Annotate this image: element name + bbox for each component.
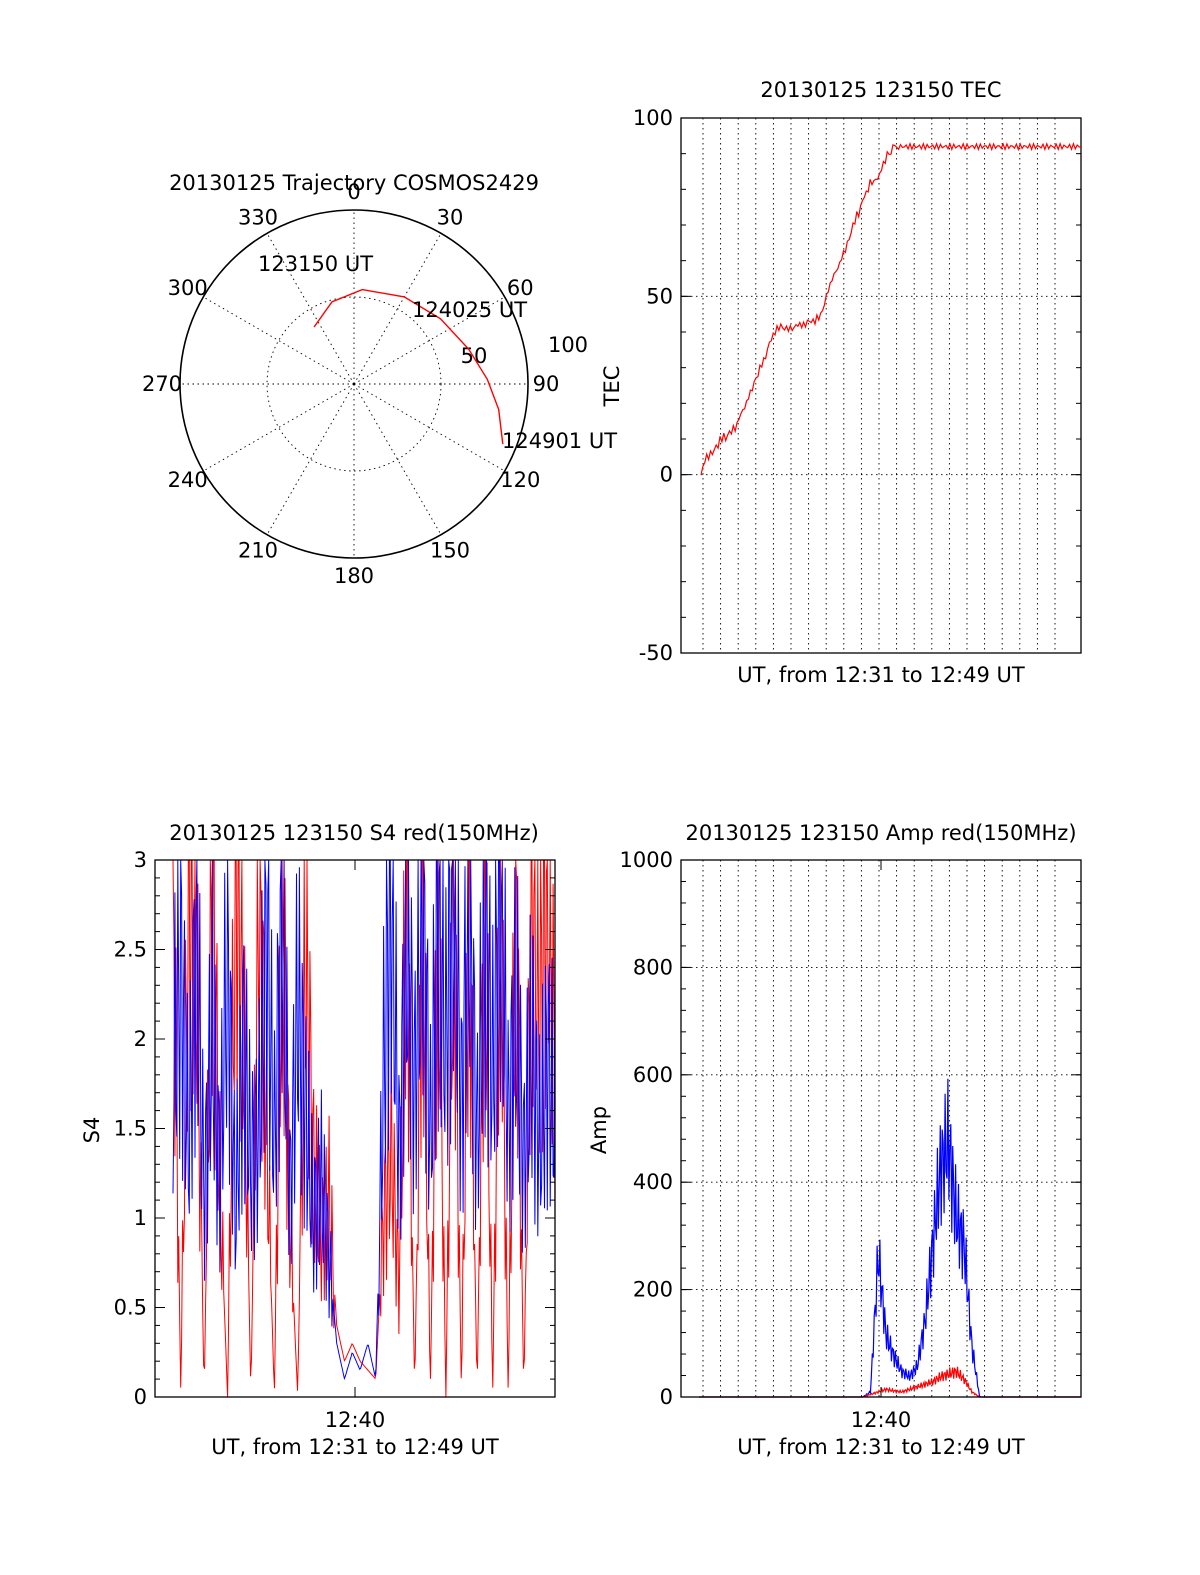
amp-y-axis-label: Amp bbox=[587, 1106, 611, 1154]
polar-outer-ring bbox=[179, 209, 529, 559]
polar-spoke bbox=[353, 296, 505, 385]
amp-red-series bbox=[699, 1366, 1081, 1398]
azimuth-label: 210 bbox=[238, 538, 278, 562]
y-tick-label: 0 bbox=[660, 1385, 673, 1409]
tec-grid bbox=[681, 117, 1081, 654]
polar-grid bbox=[179, 209, 529, 559]
y-tick-label: 100 bbox=[633, 106, 673, 130]
y-tick-label: 600 bbox=[633, 1063, 673, 1087]
y-tick-label: 0 bbox=[660, 463, 673, 487]
y-tick-label: 3 bbox=[134, 848, 147, 872]
polar-spoke bbox=[353, 383, 442, 535]
azimuth-label: 0 bbox=[347, 180, 360, 204]
y-tick-label: 2 bbox=[134, 1027, 147, 1051]
polar-spoke bbox=[353, 233, 442, 385]
elevation-label-100: 100 bbox=[548, 333, 588, 357]
s4-y-tick-labels: 0 0.5 1 1.5 2 2.5 3 bbox=[114, 848, 147, 1409]
tec-panel: 20130125 123150 TEC -50 0 50 100 TEC UT, fr… bbox=[600, 78, 1082, 687]
trajectory-start-label: 123150 UT bbox=[258, 252, 373, 276]
polar-title: 20130125 Trajectory COSMOS2429 bbox=[169, 171, 539, 195]
polar-spoke bbox=[353, 383, 505, 472]
y-tick-label: 1 bbox=[134, 1206, 147, 1230]
azimuth-label: 330 bbox=[238, 206, 278, 230]
tec-series-line bbox=[700, 141, 1082, 475]
tec-y-axis-label: TEC bbox=[600, 366, 624, 408]
amp-plot-frame bbox=[680, 859, 1082, 1398]
polar-elevation-labels: 50 100 bbox=[461, 333, 588, 368]
polar-spoke bbox=[203, 296, 355, 385]
tec-plot-frame bbox=[680, 117, 1082, 654]
azimuth-label: 240 bbox=[168, 468, 208, 492]
y-tick-label: 800 bbox=[633, 955, 673, 979]
s4-panel: 20130125 123150 S4 red(150MHz) 0 0.5 1 1.5 2… bbox=[80, 821, 556, 1459]
polar-spoke bbox=[266, 233, 355, 385]
azimuth-label: 90 bbox=[533, 372, 560, 396]
azimuth-label: 120 bbox=[500, 468, 540, 492]
y-tick-label: 2.5 bbox=[114, 938, 147, 962]
polar-spoke bbox=[203, 383, 355, 472]
polar-spoke bbox=[266, 383, 355, 535]
s4-x-tick-1240: 12:40 bbox=[325, 1408, 386, 1432]
tec-title: 20130125 123150 TEC bbox=[760, 78, 1001, 102]
azimuth-label: 300 bbox=[168, 276, 208, 300]
trajectory-mid-label: 124025 UT bbox=[412, 298, 527, 322]
tec-ticks bbox=[681, 117, 1081, 654]
polar-inner-ring bbox=[266, 296, 442, 472]
azimuth-label: 180 bbox=[334, 564, 374, 588]
polar-trajectory-panel: 20130125 Trajectory COSMOS2429 0 30 60 90 12… bbox=[142, 171, 617, 588]
azimuth-label: 150 bbox=[430, 538, 470, 562]
s4-red-series bbox=[172, 859, 556, 1398]
y-tick-label: 0 bbox=[134, 1385, 147, 1409]
y-tick-label: 1000 bbox=[620, 848, 673, 872]
amp-y-tick-labels: 0 200 400 600 800 1000 bbox=[620, 848, 673, 1409]
y-tick-label: 400 bbox=[633, 1170, 673, 1194]
y-tick-label: 0.5 bbox=[114, 1296, 147, 1320]
amp-panel: 20130125 123150 Amp red(150MHz) 0 200 400 6… bbox=[587, 821, 1082, 1459]
amp-x-axis-label: UT, from 12:31 to 12:49 UT bbox=[737, 1435, 1025, 1459]
amp-x-tick-1240: 12:40 bbox=[851, 1408, 912, 1432]
y-tick-label: 1.5 bbox=[114, 1117, 147, 1141]
trajectory-end-label: 124901 UT bbox=[502, 429, 617, 453]
amp-grid bbox=[681, 859, 1081, 1398]
s4-title: 20130125 123150 S4 red(150MHz) bbox=[169, 821, 539, 845]
y-tick-label: 200 bbox=[633, 1278, 673, 1302]
y-tick-label: 50 bbox=[646, 284, 673, 308]
s4-x-axis-label: UT, from 12:31 to 12:49 UT bbox=[211, 1435, 499, 1459]
azimuth-label: 60 bbox=[507, 276, 534, 300]
s4-ticks bbox=[155, 859, 555, 1398]
azimuth-label: 270 bbox=[142, 372, 182, 396]
tec-x-axis-label: UT, from 12:31 to 12:49 UT bbox=[737, 663, 1025, 687]
elevation-label-50: 50 bbox=[461, 344, 488, 368]
s4-blue-series bbox=[172, 859, 556, 1381]
trajectory-line bbox=[313, 288, 504, 445]
tec-y-tick-labels: -50 0 50 100 bbox=[633, 106, 673, 665]
y-tick-label: -50 bbox=[639, 641, 673, 665]
amp-blue-series bbox=[699, 1078, 1081, 1398]
polar-azimuth-labels: 0 30 60 90 120 150 180 210 240 270 300 330 bbox=[142, 180, 559, 588]
amp-ticks bbox=[681, 859, 1081, 1398]
azimuth-label: 30 bbox=[437, 206, 464, 230]
s4-y-axis-label: S4 bbox=[80, 1117, 104, 1144]
amp-title: 20130125 123150 Amp red(150MHz) bbox=[685, 821, 1076, 845]
